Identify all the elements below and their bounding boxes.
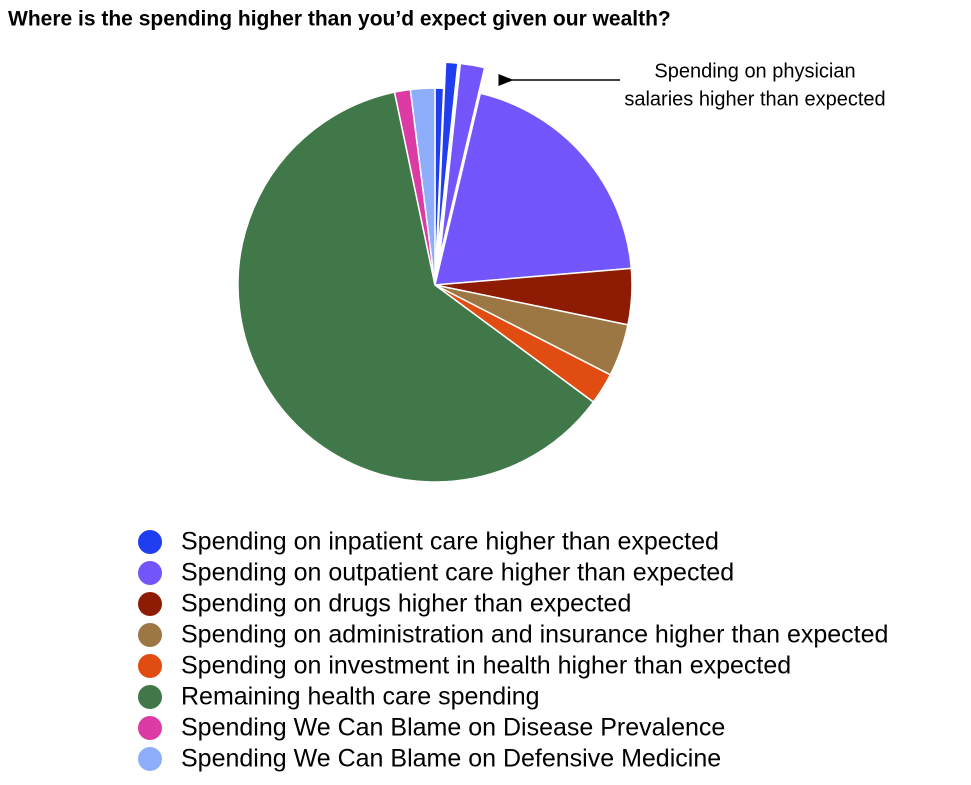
- legend-swatch: [138, 530, 162, 554]
- chart-title: Where is the spending higher than you’d …: [8, 8, 671, 31]
- legend-swatch: [138, 561, 162, 585]
- legend-label: Remaining health care spending: [181, 683, 540, 711]
- pie-slice: [237, 91, 595, 483]
- legend-label: Spending on administration and insurance…: [181, 621, 888, 649]
- legend-swatch: [138, 623, 162, 647]
- pie-slice: [436, 61, 459, 260]
- pie-slice: [434, 92, 633, 286]
- legend-swatch: [138, 716, 162, 740]
- legend-swatch: [138, 685, 162, 709]
- legend-label: Spending on inpatient care higher than e…: [181, 528, 719, 556]
- legend-label: Spending on drugs higher than expected: [181, 590, 631, 618]
- pie-slice: [438, 62, 486, 260]
- legend-label: Spending We Can Blame on Disease Prevale…: [181, 714, 725, 742]
- annotation: salaries higher than expected: [624, 88, 885, 110]
- legend-swatch: [138, 654, 162, 678]
- pie-slice: [409, 87, 436, 286]
- legend-label: Spending on investment in health higher …: [181, 652, 791, 680]
- legend-swatch: [138, 592, 162, 616]
- legend-label: Spending We Can Blame on Defensive Medic…: [181, 745, 721, 773]
- legend-label: Spending on outpatient care higher than …: [181, 559, 734, 587]
- legend-swatch: [138, 747, 162, 771]
- annotation: Spending on physician: [654, 60, 855, 82]
